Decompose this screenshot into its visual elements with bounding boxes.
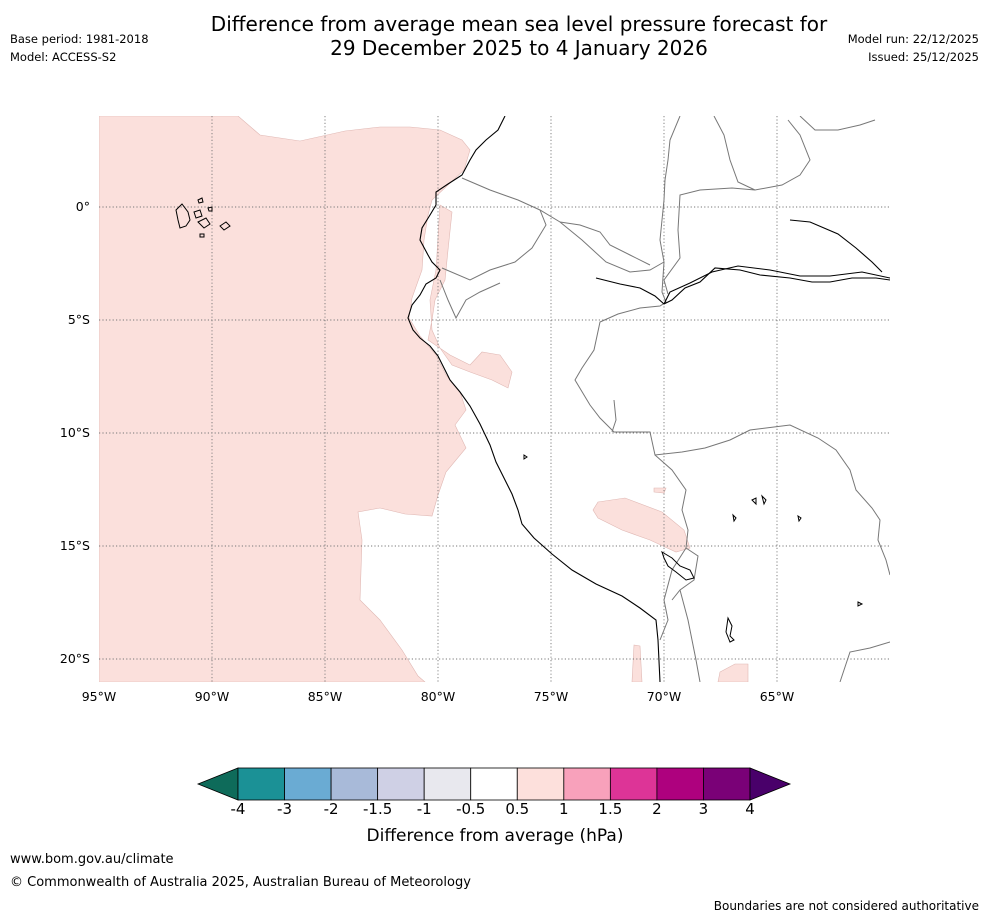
colorbar-title: Difference from average (hPa) [366,826,624,846]
disclaimer-text: Boundaries are not considered authoritat… [713,899,979,913]
colorbar-bin [284,767,332,801]
header-left-meta: Base period: 1981-2018 Model: ACCESS-S2 [10,30,149,66]
map-frame [99,116,890,682]
colorbar-tick-label: -1 [416,800,432,818]
colorbar-bin [703,767,751,801]
colorbar-tick-label: 4 [745,800,755,818]
colorbar-bins [237,767,751,801]
colorbar-tick-label: -3 [277,800,293,818]
colorbar-tick-label: -1.5 [362,800,393,818]
chart-title: Difference from average mean sea level p… [0,12,988,60]
colorbar-bin [516,767,565,801]
coastlines [407,116,890,682]
lon-label-85w: 85°W [307,689,343,704]
lon-label-65w: 65°W [759,689,795,704]
model-text: Model: ACCESS-S2 [10,50,117,64]
graticule [99,116,890,682]
colorbar-tick-label: 2 [652,800,662,818]
colorbar-tick-label: 3 [698,800,709,818]
base-period-text: Base period: 1981-2018 [10,32,149,46]
colorbar-arrow-low [196,767,239,801]
colorbar-tick-label: 1.5 [598,800,623,818]
colorbar-bin [656,767,704,801]
positive-anomaly-region-coast [427,204,513,389]
lon-label-95w: 95°W [81,689,117,704]
positive-anomaly-region-small [631,487,749,682]
colorbar-bin [237,767,285,801]
lat-label-0: 0° [75,199,90,214]
copyright-text: © Commonwealth of Australia 2025, Austra… [10,875,471,890]
colorbar-tick-label: -4 [230,800,246,818]
colorbar-bin [609,767,658,801]
galapagos-islands [175,197,231,238]
lon-label-75w: 75°W [533,689,569,704]
colorbar-tick-label: 0.5 [505,800,530,818]
lat-label-10s: 10°S [59,425,90,440]
lon-label-90w: 90°W [194,689,230,704]
lat-label-20s: 20°S [59,651,90,666]
lat-label-15s: 15°S [59,538,90,553]
colorbar-arrow-high [749,767,792,801]
positive-anomaly-region-andes [592,497,691,553]
colorbar-tick-label: -2 [323,800,339,818]
positive-anomaly-region-ocean [99,116,471,682]
lon-label-70w: 70°W [646,689,682,704]
issued-text: Issued: 25/12/2025 [868,50,979,64]
lat-label-5s: 5°S [67,312,90,327]
country-boundaries [439,116,890,682]
colorbar-bin [330,767,379,801]
colorbar-tick-label: -0.5 [456,800,486,818]
title-line-2: 29 December 2025 to 4 January 2026 [330,36,708,60]
website-text: www.bom.gov.au/climate [10,852,174,867]
colorbar [196,767,792,801]
model-run-text: Model run: 22/12/2025 [847,32,979,46]
colorbar-bin [377,767,425,801]
colorbar-bin [423,767,472,801]
colorbar-bin [470,767,518,801]
inland-water [523,454,864,643]
colorbar-bin [563,767,611,801]
colorbar-tick-label: 1 [559,800,569,818]
header-right-meta: Model run: 22/12/2025 Issued: 25/12/2025 [848,30,979,66]
lon-label-80w: 80°W [420,689,456,704]
title-line-1: Difference from average mean sea level p… [210,12,828,36]
